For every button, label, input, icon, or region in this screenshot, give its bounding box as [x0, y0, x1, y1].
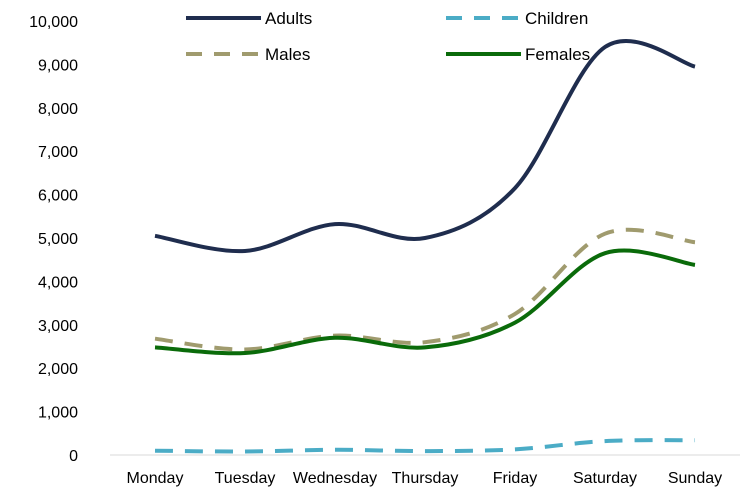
- series-line-adults: [154, 39, 696, 254]
- axes: 0 1,000 2,000 3,000 4,000 5,000 6,000 7,000 8,00…: [29, 14, 740, 487]
- legend: Adults Children Males Females: [186, 9, 590, 64]
- x-tick-label: Saturday: [573, 470, 637, 487]
- y-tick-label: 7,000: [38, 144, 78, 161]
- legend-label-females: Females: [525, 45, 590, 64]
- series-line-males: [154, 227, 696, 352]
- x-tick-label: Tuesday: [215, 470, 276, 487]
- x-tick-label: Wednesday: [293, 470, 377, 487]
- legend-label-children: Children: [525, 9, 588, 28]
- y-tick-label: 8,000: [38, 101, 78, 118]
- y-tick-label: 2,000: [38, 361, 78, 378]
- legend-label-adults: Adults: [265, 9, 312, 28]
- x-tick-label: Thursday: [392, 470, 459, 487]
- series-lines: [154, 39, 696, 454]
- x-tick-label: Sunday: [668, 470, 722, 487]
- y-tick-label: 9,000: [38, 57, 78, 74]
- series-line-children: [154, 438, 696, 454]
- y-tick-label: 6,000: [38, 188, 78, 205]
- y-tick-label: 5,000: [38, 231, 78, 248]
- y-tick-label: 3,000: [38, 318, 78, 335]
- y-tick-label: 0: [69, 448, 78, 465]
- series-line-females: [154, 248, 696, 356]
- x-tick-label: Monday: [127, 470, 184, 487]
- y-tick-label: 4,000: [38, 274, 78, 291]
- y-tick-label: 1,000: [38, 405, 78, 422]
- x-tick-label: Friday: [493, 470, 537, 487]
- legend-label-males: Males: [265, 45, 310, 64]
- y-tick-label: 10,000: [29, 14, 78, 31]
